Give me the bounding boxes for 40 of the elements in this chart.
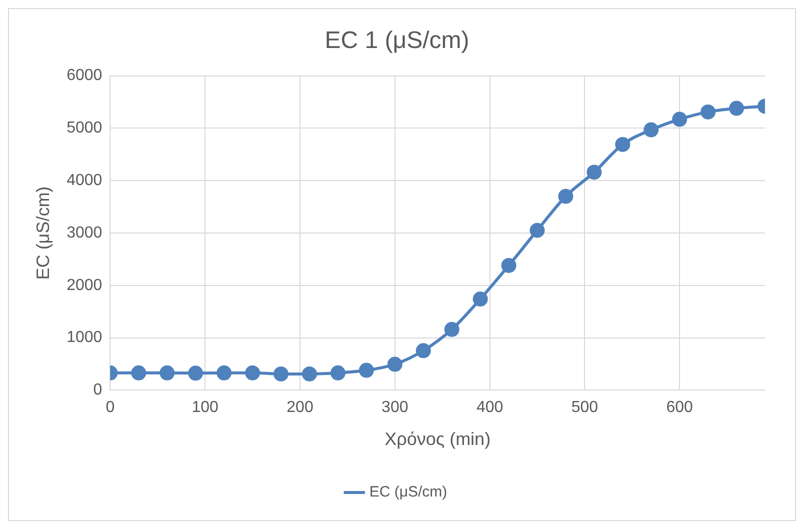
point	[245, 365, 260, 380]
x-axis-title: Χρόνος (min)	[384, 429, 491, 450]
point	[530, 222, 545, 238]
point	[160, 365, 175, 380]
point	[216, 365, 232, 380]
point	[358, 362, 374, 378]
point	[615, 136, 630, 152]
y-tick-label: 3000	[66, 224, 102, 242]
y-tick-label: 4000	[66, 172, 102, 190]
x-tick-label: 600	[666, 399, 694, 416]
y-tick-label: 5000	[66, 120, 102, 137]
y-tick-label: 6000	[66, 67, 102, 84]
x-tick-label: 200	[286, 399, 314, 416]
x-tick-label: 100	[192, 399, 219, 416]
point	[416, 343, 431, 358]
point	[729, 100, 744, 116]
y-axis-title: EC (μS/cm)	[32, 186, 53, 280]
point	[444, 322, 460, 337]
y-tick-label: 2000	[66, 276, 102, 294]
point	[131, 365, 146, 380]
legend-label: EC (μS/cm)	[369, 484, 448, 501]
x-tick-label: 400	[476, 399, 504, 416]
y-tick-label: 1000	[66, 329, 102, 346]
chart-title: EC 1 (μS/cm)	[324, 27, 470, 54]
y-tick-label: 0	[93, 382, 102, 399]
point	[472, 292, 488, 307]
point	[274, 366, 289, 382]
point	[387, 356, 402, 372]
point	[330, 365, 346, 380]
point	[302, 366, 317, 382]
point	[700, 104, 716, 120]
x-tick-label: 0	[106, 399, 115, 416]
point	[586, 164, 602, 180]
point	[558, 188, 574, 204]
point	[501, 258, 516, 273]
point	[188, 366, 204, 381]
x-tick-label: 300	[382, 399, 408, 416]
point	[672, 112, 688, 127]
x-tick-label: 500	[571, 399, 598, 416]
point	[644, 122, 659, 138]
